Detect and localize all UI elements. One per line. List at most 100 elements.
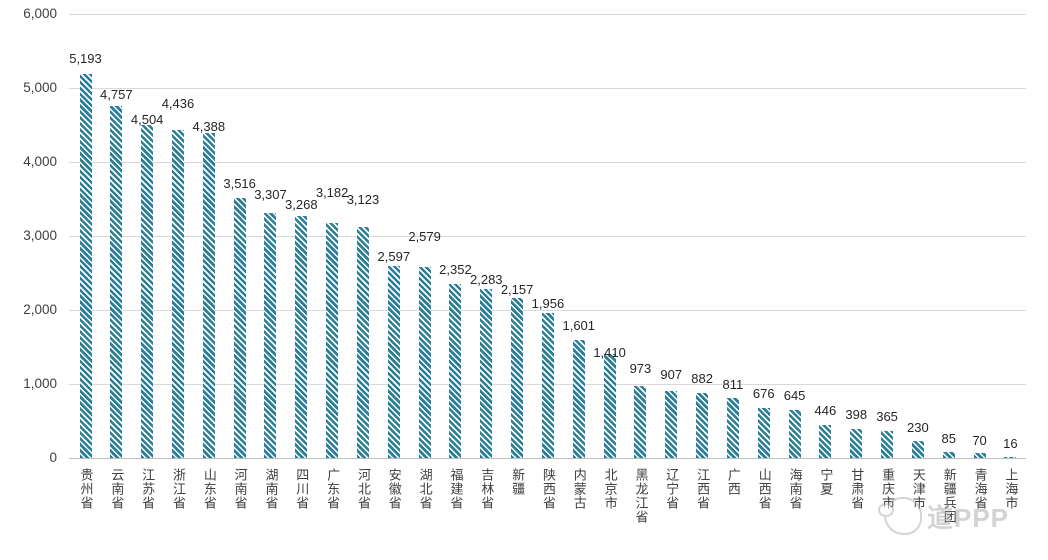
bar — [141, 124, 154, 458]
bar-value-label: 3,123 — [346, 191, 380, 207]
bar — [295, 216, 308, 458]
bar-value-label: 85 — [941, 430, 956, 446]
bar-value-label: 2,597 — [377, 248, 411, 264]
x-axis-category-label: 云南省 — [109, 468, 125, 510]
gridline — [69, 162, 1026, 163]
y-axis-tick-label: 5,000 — [23, 80, 57, 95]
bar — [171, 129, 184, 458]
x-axis-category-label: 广东省 — [325, 468, 341, 510]
bar — [850, 428, 863, 458]
bar-value-label: 2,157 — [500, 282, 534, 298]
bar — [326, 222, 339, 458]
x-axis-category-label: 内蒙古 — [571, 468, 587, 510]
bar-value-label: 365 — [876, 408, 898, 424]
x-axis-category-label: 河北省 — [355, 468, 371, 510]
watermark-text: 道PPP — [927, 502, 1010, 533]
x-axis-category-label: 宁夏 — [818, 468, 834, 496]
bar-value-label: 3,516 — [223, 175, 256, 191]
x-axis-category-label: 青海省 — [972, 468, 988, 510]
bar — [726, 397, 739, 458]
bar-value-label: 811 — [722, 376, 744, 392]
x-axis-category-label: 吉林省 — [479, 468, 495, 510]
bar — [757, 407, 770, 458]
bar — [881, 430, 894, 458]
bar — [541, 313, 554, 458]
bar-value-label: 4,757 — [100, 86, 133, 102]
x-axis-category-label: 陕西省 — [540, 468, 556, 510]
x-axis-line — [69, 458, 1026, 459]
x-axis-category-label: 海南省 — [787, 468, 803, 510]
bar-value-label: 1,410 — [593, 344, 626, 360]
x-axis-category-label: 江苏省 — [140, 468, 156, 510]
x-axis-category-label: 浙江省 — [170, 468, 186, 510]
bar — [480, 289, 493, 458]
bar — [603, 353, 616, 458]
bar-value-label: 4,436 — [161, 95, 195, 111]
bar-value-label: 3,268 — [285, 197, 318, 213]
y-axis-tick-label: 4,000 — [23, 154, 57, 169]
bar-value-label: 973 — [629, 360, 652, 376]
bar — [572, 339, 585, 458]
bar — [634, 385, 647, 458]
bar — [387, 265, 400, 458]
bar-value-label: 398 — [845, 406, 868, 422]
bar-value-label: 5,193 — [69, 50, 102, 66]
x-axis-category-label: 山西省 — [756, 468, 772, 510]
x-axis-category-label: 江西省 — [695, 468, 711, 510]
bar-value-label: 446 — [814, 402, 837, 418]
x-axis-category-label: 黑龙江省 — [633, 468, 649, 524]
x-axis-category-label: 贵州省 — [78, 468, 94, 510]
y-axis-tick-label: 3,000 — [23, 228, 57, 243]
x-axis-category-label: 北京市 — [602, 468, 618, 510]
bar-value-label: 2,352 — [439, 261, 472, 277]
gridline — [69, 310, 1026, 311]
bar-value-label: 907 — [660, 366, 683, 382]
x-axis-category-label: 福建省 — [448, 468, 464, 510]
bar — [942, 451, 955, 458]
bar-value-label: 4,504 — [130, 111, 164, 127]
y-axis-tick-label: 2,000 — [23, 302, 57, 317]
bar — [911, 440, 924, 458]
x-axis-category-label: 新疆兵团 — [941, 468, 957, 524]
bar — [233, 197, 246, 458]
x-axis-category-label: 辽宁省 — [664, 468, 680, 510]
gridline — [69, 14, 1026, 15]
bar — [110, 105, 123, 458]
bar-value-label: 4,388 — [192, 119, 226, 135]
bar — [665, 390, 678, 458]
gridline — [69, 88, 1026, 89]
bar — [511, 298, 524, 458]
x-axis-category-label: 重庆市 — [880, 468, 896, 510]
bar-value-label: 645 — [783, 388, 806, 404]
bar-value-label: 676 — [752, 385, 775, 401]
bar — [973, 452, 986, 458]
bar-value-label: 2,579 — [408, 229, 441, 245]
y-axis-tick-label: 1,000 — [23, 376, 57, 391]
bar — [696, 392, 709, 458]
bar-value-label: 3,182 — [315, 184, 349, 200]
x-axis-category-label: 河南省 — [232, 468, 248, 510]
bar-value-label: 882 — [691, 370, 713, 386]
x-axis-category-label: 湖北省 — [417, 468, 433, 510]
bar — [79, 73, 92, 458]
bar-value-label: 230 — [907, 419, 929, 435]
bar — [449, 283, 462, 458]
bar-value-label: 1,601 — [562, 317, 596, 333]
bar-value-label: 1,956 — [531, 296, 565, 312]
x-axis-category-label: 安徽省 — [386, 468, 402, 510]
y-axis-tick-label: 6,000 — [23, 6, 57, 21]
bar-value-label: 16 — [1003, 435, 1018, 451]
bar — [788, 410, 801, 458]
bar — [264, 213, 277, 458]
bar — [356, 226, 369, 458]
x-axis-category-label: 湖南省 — [263, 468, 279, 510]
x-axis-category-label: 四川省 — [294, 468, 310, 510]
y-axis-tick-label: 0 — [49, 450, 57, 465]
bar-value-label: 70 — [972, 432, 987, 448]
gridline — [69, 236, 1026, 237]
x-axis-category-label: 新疆 — [510, 468, 526, 496]
bar-value-label: 3,307 — [254, 187, 287, 203]
x-axis-category-label: 甘肃省 — [849, 468, 865, 510]
x-axis-category-label: 广西 — [725, 468, 741, 496]
